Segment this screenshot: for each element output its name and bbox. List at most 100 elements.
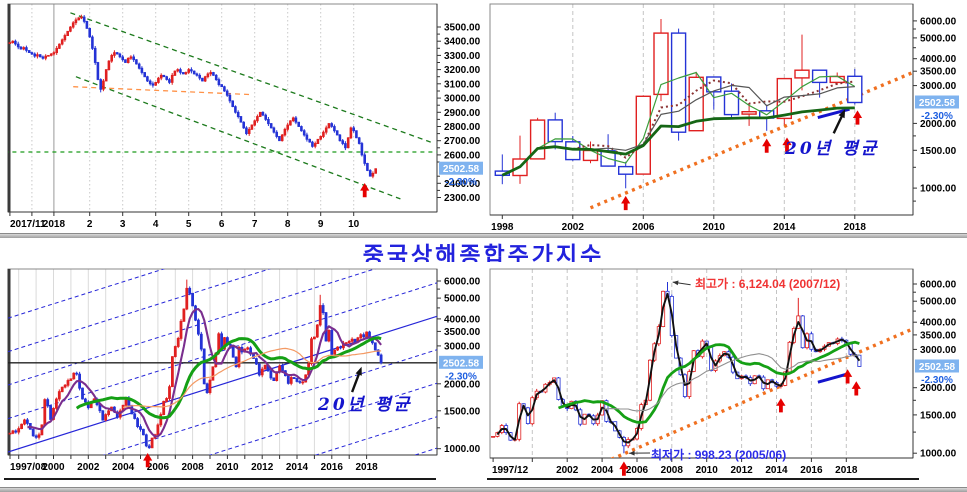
all-time-high-label: 최고가 : 6,124.04 (2007/12) xyxy=(695,277,841,291)
svg-text:3200.00: 3200.00 xyxy=(444,65,481,76)
svg-text:6000.00: 6000.00 xyxy=(920,280,957,291)
svg-text:3000.00: 3000.00 xyxy=(920,81,957,92)
svg-text:6000.00: 6000.00 xyxy=(444,277,481,288)
svg-text:1500.00: 1500.00 xyxy=(444,406,481,417)
svg-text:1500.00: 1500.00 xyxy=(920,146,957,157)
svg-text:1000.00: 1000.00 xyxy=(920,184,957,195)
svg-text:3500.00: 3500.00 xyxy=(444,23,481,34)
svg-text:3000.00: 3000.00 xyxy=(920,345,957,356)
svg-text:2014: 2014 xyxy=(765,465,788,476)
svg-text:2300.00: 2300.00 xyxy=(444,193,481,204)
svg-text:3000.00: 3000.00 xyxy=(444,341,481,352)
axis-baseline xyxy=(4,478,436,480)
svg-text:4000.00: 4000.00 xyxy=(920,318,957,329)
svg-text:2000.00: 2000.00 xyxy=(920,383,957,394)
svg-text:3300.00: 3300.00 xyxy=(444,51,481,62)
chart-panel-daily: 3500.00 3400.00 3300.00 3200.00 3100.00 3000.… xyxy=(0,0,483,238)
yearly-candlestick-plot[interactable]: 6000.00 5000.00 4000.00 3500.00 3000.00 2000.… xyxy=(483,0,967,238)
chart-panel-yearly: 6000.00 5000.00 4000.00 3500.00 3000.00 2000.… xyxy=(483,0,967,238)
svg-text:5000.00: 5000.00 xyxy=(920,297,957,308)
panel-separator xyxy=(0,487,483,492)
svg-text:-2.30%: -2.30% xyxy=(921,111,953,122)
svg-text:3500.00: 3500.00 xyxy=(444,327,481,338)
svg-text:4: 4 xyxy=(153,219,159,230)
svg-text:-2.30%: -2.30% xyxy=(445,371,477,382)
svg-text:1000.00: 1000.00 xyxy=(920,449,957,460)
svg-text:2012: 2012 xyxy=(730,465,753,476)
svg-text:3500.00: 3500.00 xyxy=(920,330,957,341)
svg-text:1997/12: 1997/12 xyxy=(492,465,529,476)
svg-text:2502.58: 2502.58 xyxy=(919,362,956,373)
chart-panel-quarterly: 6000.00 5000.00 4000.00 3500.00 3000.00 2000.… xyxy=(483,262,967,492)
svg-text:5000.00: 5000.00 xyxy=(444,294,481,305)
svg-text:5: 5 xyxy=(186,219,192,230)
svg-text:2010: 2010 xyxy=(703,222,726,233)
svg-text:2017/11: 2017/11 xyxy=(10,219,46,230)
svg-text:2502.58: 2502.58 xyxy=(443,164,480,175)
svg-text:3400.00: 3400.00 xyxy=(444,37,481,48)
svg-text:2502.58: 2502.58 xyxy=(919,98,956,109)
svg-text:2010: 2010 xyxy=(216,462,239,473)
svg-text:2002: 2002 xyxy=(77,462,100,473)
svg-text:2006: 2006 xyxy=(632,222,655,233)
svg-text:10: 10 xyxy=(348,219,360,230)
all-time-low-label: 최저가 : 998.23 (2005/06) xyxy=(651,448,787,462)
svg-text:1997/08: 1997/08 xyxy=(10,462,47,473)
svg-text:7: 7 xyxy=(252,219,258,230)
panel-separator xyxy=(483,487,967,492)
svg-text:2004: 2004 xyxy=(591,465,614,476)
monthly-candlestick-plot[interactable]: 6000.00 5000.00 4000.00 3500.00 3000.00 2000.… xyxy=(0,262,483,492)
daily-candlestick-plot[interactable]: 3500.00 3400.00 3300.00 3200.00 3100.00 3000.… xyxy=(0,0,483,238)
svg-text:5000.00: 5000.00 xyxy=(920,33,957,44)
svg-text:2018: 2018 xyxy=(835,465,858,476)
svg-text:2400.00: 2400.00 xyxy=(444,179,481,190)
twenty-year-average-label: 20년 평균 xyxy=(785,139,880,159)
svg-text:2018: 2018 xyxy=(844,222,867,233)
svg-text:2018: 2018 xyxy=(355,462,378,473)
svg-text:2: 2 xyxy=(87,219,93,230)
svg-text:2014: 2014 xyxy=(286,462,309,473)
svg-text:2018: 2018 xyxy=(43,219,66,230)
panel-separator xyxy=(483,233,967,238)
svg-text:6: 6 xyxy=(219,219,225,230)
svg-text:3: 3 xyxy=(120,219,126,230)
svg-text:2008: 2008 xyxy=(181,462,204,473)
svg-text:2006: 2006 xyxy=(626,465,649,476)
svg-text:2010: 2010 xyxy=(696,465,719,476)
svg-text:3000.00: 3000.00 xyxy=(444,94,481,105)
axis-baseline xyxy=(487,478,919,480)
page-title: 중국상해종합주가지수 xyxy=(362,242,605,269)
svg-text:2502.58: 2502.58 xyxy=(443,358,480,369)
svg-text:2004: 2004 xyxy=(112,462,135,473)
chart-panel-monthly: 6000.00 5000.00 4000.00 3500.00 3000.00 2000.… xyxy=(0,262,483,492)
svg-text:8: 8 xyxy=(285,219,291,230)
svg-text:2014: 2014 xyxy=(773,222,796,233)
svg-text:2006: 2006 xyxy=(147,462,170,473)
svg-text:2800.00: 2800.00 xyxy=(444,122,481,133)
svg-text:1000.00: 1000.00 xyxy=(444,444,481,455)
svg-text:2000.00: 2000.00 xyxy=(444,379,481,390)
svg-text:1998: 1998 xyxy=(491,222,514,233)
svg-text:2700.00: 2700.00 xyxy=(444,136,481,147)
svg-text:2600.00: 2600.00 xyxy=(444,150,481,161)
svg-text:3100.00: 3100.00 xyxy=(444,79,481,90)
svg-text:2000: 2000 xyxy=(42,462,65,473)
svg-text:-2.30%: -2.30% xyxy=(445,177,477,188)
svg-text:2900.00: 2900.00 xyxy=(444,108,481,119)
svg-text:2016: 2016 xyxy=(321,462,344,473)
svg-text:3500.00: 3500.00 xyxy=(920,67,957,78)
svg-text:2000.00: 2000.00 xyxy=(920,119,957,130)
svg-text:4000.00: 4000.00 xyxy=(444,314,481,325)
twenty-year-average-label: 20년 평균 xyxy=(318,395,413,415)
svg-text:9: 9 xyxy=(318,219,324,230)
svg-text:2002: 2002 xyxy=(556,465,579,476)
panel-separator xyxy=(0,233,483,238)
svg-text:6000.00: 6000.00 xyxy=(920,16,957,27)
svg-text:-2.30%: -2.30% xyxy=(921,375,953,386)
svg-text:2016: 2016 xyxy=(800,465,823,476)
svg-text:1500.00: 1500.00 xyxy=(920,410,957,421)
svg-text:4000.00: 4000.00 xyxy=(920,54,957,65)
svg-text:2002: 2002 xyxy=(562,222,585,233)
